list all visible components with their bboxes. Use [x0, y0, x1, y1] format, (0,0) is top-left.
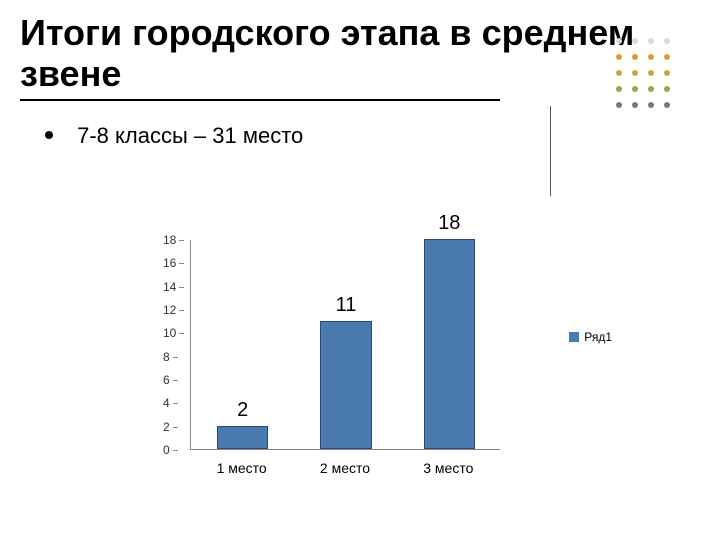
- y-tick: 0: [163, 443, 170, 457]
- y-tick: 18: [163, 233, 176, 247]
- subtitle-text: 7-8 классы – 31 место: [77, 123, 303, 148]
- chart-bar: [424, 239, 476, 449]
- chart-bar: [217, 426, 269, 449]
- corner-dots-decoration: [560, 36, 700, 156]
- decoration-dot: [632, 102, 638, 108]
- decoration-dot: [632, 38, 638, 44]
- decoration-dot: [632, 86, 638, 92]
- y-tick: 8: [163, 350, 170, 364]
- decoration-dot: [664, 38, 670, 44]
- y-tick: 16: [163, 256, 176, 270]
- decoration-dot: [648, 86, 654, 92]
- y-tick: 14: [163, 280, 176, 294]
- decoration-dot: [648, 38, 654, 44]
- x-axis-label: 1 место: [190, 460, 293, 476]
- decoration-dot: [632, 70, 638, 76]
- legend-swatch: [569, 332, 579, 342]
- decoration-dot: [616, 54, 622, 60]
- y-tick: 2: [163, 420, 170, 434]
- title-underline: [20, 99, 500, 101]
- title-text: Итоги городского этапа в среднем звене: [20, 12, 634, 94]
- decoration-dot: [648, 102, 654, 108]
- bullet-icon: [45, 131, 53, 139]
- y-tick: 10: [163, 326, 176, 340]
- decoration-dot: [616, 70, 622, 76]
- decoration-dot: [616, 102, 622, 108]
- decoration-dot: [648, 70, 654, 76]
- x-axis-label: 3 место: [397, 460, 500, 476]
- bar-value-label: 2: [191, 399, 294, 422]
- decoration-dot: [664, 86, 670, 92]
- decoration-dot: [632, 54, 638, 60]
- y-tick: 12: [163, 303, 176, 317]
- y-tick: 4: [163, 396, 170, 410]
- y-tick: 6: [163, 373, 170, 387]
- x-axis-label: 2 место: [293, 460, 396, 476]
- decoration-separator: [550, 106, 551, 196]
- decoration-dot: [616, 86, 622, 92]
- decoration-dot: [616, 38, 622, 44]
- legend-label: Ряд1: [584, 330, 612, 344]
- decoration-dot: [648, 54, 654, 60]
- bar-value-label: 18: [398, 212, 501, 235]
- decoration-dot: [664, 70, 670, 76]
- chart-container: 0 2 4 6 8 10 12 14 16 18 2 11 18 Ряд1 1 место2 место…: [150, 210, 620, 510]
- bar-value-label: 11: [294, 294, 397, 317]
- decoration-dot: [664, 102, 670, 108]
- chart-legend: Ряд1: [569, 330, 612, 344]
- chart-bar: [320, 321, 372, 449]
- chart-plot-area: 02468101214161821118: [190, 240, 500, 450]
- decoration-dot: [664, 54, 670, 60]
